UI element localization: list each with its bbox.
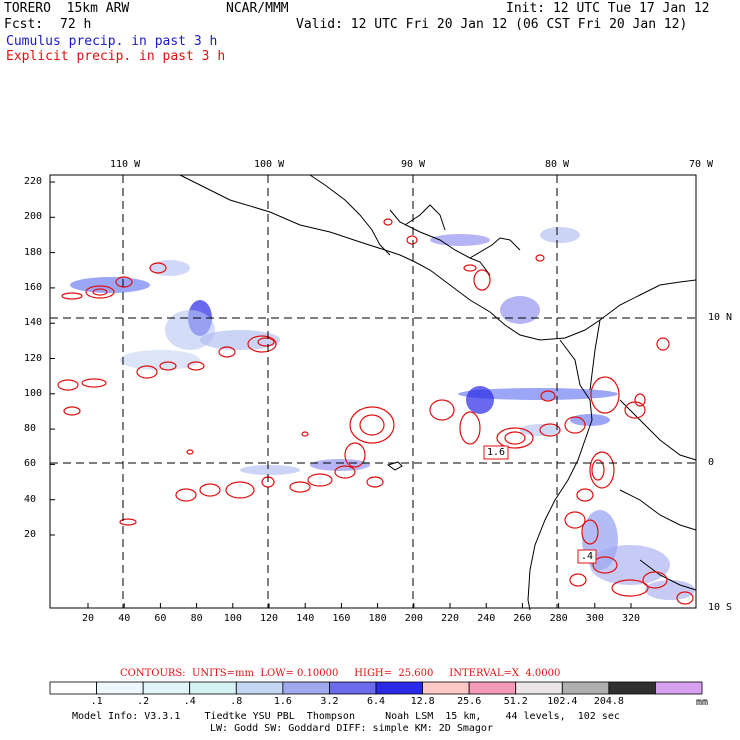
value-label-box-1 xyxy=(483,445,509,460)
model-info-line1: Model Info: V3.3.1 Tiedtke YSU PBL Thomp… xyxy=(72,711,620,722)
y-tick-label: 160 xyxy=(24,281,43,293)
legend-label: 6.4 xyxy=(367,696,386,707)
x-tick-label: 240 xyxy=(477,613,496,624)
y-tick-label: 120 xyxy=(24,352,43,364)
y-tick-label: 100 xyxy=(24,387,43,399)
forecast-label: Fcst: xyxy=(4,17,44,32)
legend-swatch xyxy=(96,681,144,695)
lon-label-110w: 110 W xyxy=(110,159,141,170)
x-tick-label: 160 xyxy=(332,613,351,624)
explicit-title: Explicit precip. in past 3 h xyxy=(6,49,226,64)
legend-label: 1.6 xyxy=(273,696,292,707)
x-tick-label: 120 xyxy=(260,613,279,624)
y-tick-label: 60 xyxy=(24,458,37,470)
legend-swatch xyxy=(49,681,97,695)
contour-info: CONTOURS: UNITS=mm LOW= 0.10000 HIGH= 25… xyxy=(120,668,561,679)
lon-label-100w: 100 W xyxy=(254,159,285,170)
legend-colorbar xyxy=(49,681,703,695)
model-name: TORERO 15km ARW xyxy=(4,1,130,16)
lon-label-90w: 90 W xyxy=(401,159,426,170)
x-tick-label: 140 xyxy=(296,613,315,624)
y-tick-label: 40 xyxy=(24,493,37,505)
y-tick-label: 220 xyxy=(24,176,43,187)
legend-label: 25.6 xyxy=(457,696,482,707)
legend-unit: mm xyxy=(696,697,709,708)
map-frame xyxy=(49,174,697,609)
legend-swatch xyxy=(329,681,377,695)
lat-label-10n: 10 N xyxy=(708,312,733,323)
value-label-box-2 xyxy=(577,549,597,564)
legend-label: 12.8 xyxy=(410,696,435,707)
x-tick-label: 40 xyxy=(118,613,131,624)
legend-swatch xyxy=(282,681,330,695)
y-tick-label: 140 xyxy=(24,317,43,329)
x-tick-label: 260 xyxy=(513,613,532,624)
legend-swatch xyxy=(189,681,237,695)
x-tick-label: 320 xyxy=(622,613,641,624)
lat-lon-grid xyxy=(50,175,696,608)
x-tick-label: 200 xyxy=(404,613,423,624)
center-name: NCAR/MMM xyxy=(226,1,289,16)
x-tick-label: 20 xyxy=(82,613,95,624)
legend-label: 204.8 xyxy=(593,696,624,707)
lon-label-70w: 70 W xyxy=(689,159,714,170)
model-info-line2: LW: Godd SW: Goddard DIFF: simple KM: 2D… xyxy=(210,723,493,734)
legend-swatch xyxy=(655,681,703,695)
legend-swatch xyxy=(142,681,191,695)
x-tick-label: 220 xyxy=(441,613,460,624)
y-tick-label: 20 xyxy=(24,529,37,540)
init-time: Init: 12 UTC Tue 17 Jan 12 xyxy=(506,1,710,16)
legend-swatch xyxy=(422,681,470,695)
x-tick-label: 80 xyxy=(190,613,203,624)
cumulus-title: Cumulus precip. in past 3 h xyxy=(6,34,218,49)
legend-label: 102.4 xyxy=(547,696,578,707)
lon-label-80w: 80 W xyxy=(545,159,570,170)
legend-label: .4 xyxy=(183,696,196,707)
legend-swatch xyxy=(468,681,517,695)
legend-swatch xyxy=(375,681,423,695)
y-tick-label: 200 xyxy=(24,211,43,223)
x-tick-label: 280 xyxy=(549,613,568,624)
legend-label: 3.2 xyxy=(320,696,339,707)
legend-swatch xyxy=(235,681,284,695)
legend-label: 51.2 xyxy=(503,696,528,707)
x-tick-label: 300 xyxy=(585,613,604,624)
legend-label: .8 xyxy=(230,696,243,707)
valid-time: Valid: 12 UTC Fri 20 Jan 12 (06 CST Fri … xyxy=(296,17,688,32)
legend-label: .1 xyxy=(90,696,103,707)
lat-label-10s: 10 S xyxy=(708,602,733,613)
legend-swatch xyxy=(515,681,563,695)
x-tick-label: 180 xyxy=(368,613,387,624)
legend-swatch xyxy=(608,681,656,695)
y-tick-label: 180 xyxy=(24,246,43,258)
axis-ticks xyxy=(50,181,632,608)
lat-label-0: 0 xyxy=(708,457,715,468)
value-label-2: .4 xyxy=(581,551,594,562)
x-tick-label: 60 xyxy=(154,613,167,624)
legend-label: .2 xyxy=(137,696,150,707)
value-label-1: 1.6 xyxy=(487,447,506,458)
explicit-contours xyxy=(57,218,694,605)
legend-swatch xyxy=(561,681,610,695)
cumulus-shading xyxy=(70,227,695,600)
y-tick-label: 80 xyxy=(24,423,37,435)
x-tick-label: 100 xyxy=(223,613,242,624)
forecast-hours: 72 h xyxy=(60,17,92,32)
